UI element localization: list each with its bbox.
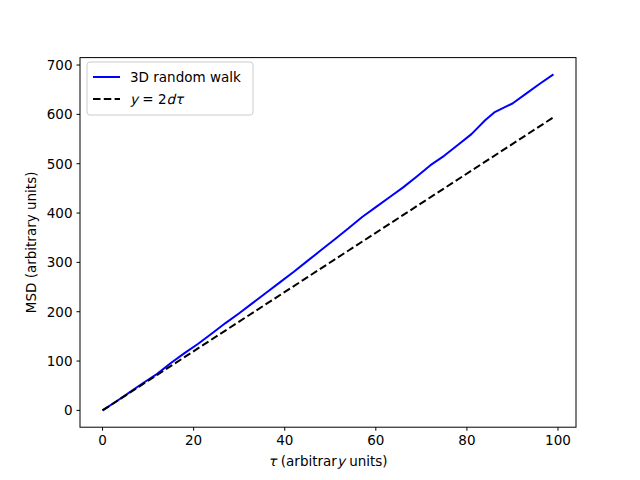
legend-entry-label: 3D random walk bbox=[130, 69, 241, 85]
x-tick-label: 20 bbox=[185, 432, 202, 448]
y-tick-label: 300 bbox=[47, 254, 73, 270]
x-tick-label: 100 bbox=[545, 432, 571, 448]
y-tick-label: 400 bbox=[47, 205, 73, 221]
y-axis-label: MSD (arbitrary units) bbox=[23, 172, 39, 314]
legend-entry-label: y = 2dτ bbox=[130, 91, 185, 107]
x-tick-label: 40 bbox=[276, 432, 293, 448]
y-tick-label: 0 bbox=[64, 402, 73, 418]
y-tick-label: 100 bbox=[47, 353, 73, 369]
legend: 3D random walk y = 2dτ bbox=[87, 62, 253, 115]
y-tick-label: 700 bbox=[47, 57, 73, 73]
x-tick-label: 80 bbox=[458, 432, 475, 448]
x-axis-label: τ (arbitrary units) bbox=[268, 453, 387, 469]
y-tick-label: 500 bbox=[47, 156, 73, 172]
y-tick-label: 200 bbox=[47, 304, 73, 320]
x-tick-label: 0 bbox=[98, 432, 107, 448]
figure: 0 20 40 60 80 100 0 100 200 300 400 500 600 700 τ (arb… bbox=[0, 0, 640, 480]
y-tick-label: 600 bbox=[47, 106, 73, 122]
x-tick-label: 60 bbox=[367, 432, 384, 448]
chart-canvas: 0 20 40 60 80 100 0 100 200 300 400 500 600 700 τ (arb… bbox=[0, 0, 640, 480]
